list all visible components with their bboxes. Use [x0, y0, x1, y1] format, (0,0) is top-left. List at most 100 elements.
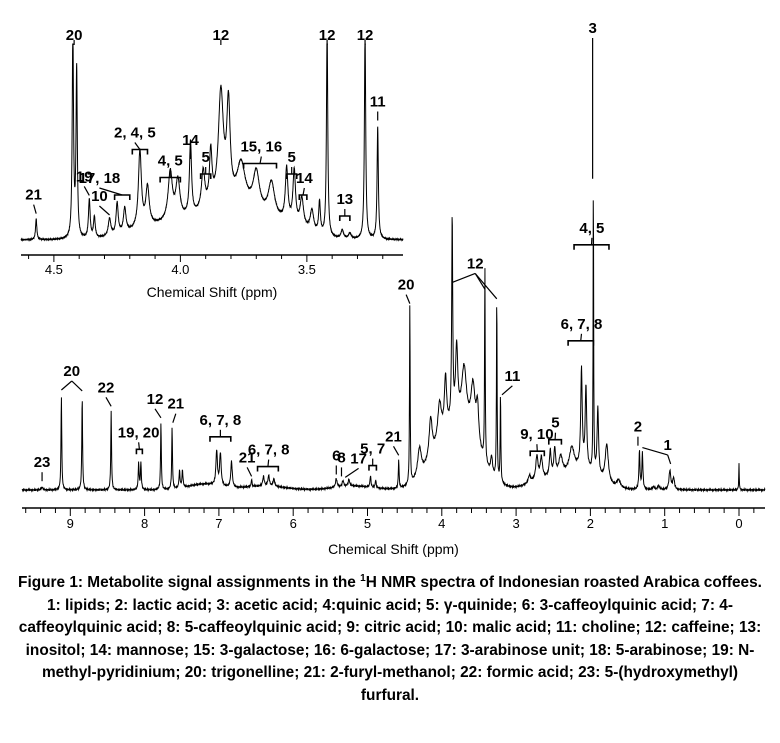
leader-line: [172, 413, 177, 423]
figure-caption: Figure 1: Metabolite signal assignments …: [14, 572, 766, 707]
peak-label: 2, 4, 5: [114, 125, 156, 142]
peak-label: 9, 10: [520, 426, 553, 443]
bracket: [256, 465, 280, 472]
peak-label: 5: [202, 149, 210, 166]
peak-label: 21: [167, 396, 184, 413]
bracket: [209, 436, 232, 442]
peak-label: 6, 7, 8: [248, 442, 290, 459]
leader-line: [99, 205, 110, 216]
peak-label: 20: [63, 363, 80, 380]
tick-label: 4.5: [45, 262, 63, 277]
leader-line: [667, 454, 672, 465]
bracket: [338, 215, 351, 221]
peak-label: 12: [467, 255, 484, 272]
peak-label: 5, 7: [360, 441, 385, 458]
bracket: [298, 194, 308, 200]
tick-label: 3.5: [298, 262, 316, 277]
peak-label: 19: [76, 168, 93, 185]
peak-label: 3: [588, 20, 596, 37]
leader-line: [474, 273, 498, 300]
leader-line: [392, 445, 400, 456]
peak-label: 22: [98, 379, 115, 396]
leader-line: [134, 142, 141, 150]
leader-line: [259, 156, 262, 164]
inset-x-axis-title: Chemical Shift (ppm): [147, 284, 278, 300]
peak-label: 5: [288, 149, 296, 166]
main-x-ticks: 9 8 7 6 5 4 3 2 1 0: [25, 508, 755, 531]
tick-label: 0: [735, 516, 742, 531]
peak-label: 10: [91, 188, 108, 205]
peak-label: 4, 5: [158, 153, 183, 170]
peak-label: 12: [319, 27, 336, 44]
peak-label: 14: [296, 170, 313, 187]
leader-line: [71, 380, 83, 392]
inset-spectrum-trace: [20, 43, 404, 243]
bracket: [113, 194, 131, 200]
peak-label: 4, 5: [579, 220, 604, 237]
leader-line: [138, 442, 140, 450]
peak-label: 20: [398, 277, 415, 294]
peak-label: 17: [350, 450, 367, 467]
peak-label: 21: [385, 428, 402, 445]
tick-label: 5: [364, 516, 371, 531]
tick-label: 1: [661, 516, 668, 531]
tick-label: 4.0: [171, 262, 189, 277]
peak-label: 21: [25, 187, 42, 204]
inset-x-ticks: 4.5 4.0 3.5: [28, 255, 384, 277]
peak-label: 14: [182, 132, 199, 149]
leader-line: [501, 385, 513, 396]
main-spectrum-trace: [21, 200, 766, 493]
caption-superscript: 1: [360, 572, 366, 584]
peak-label: 6, 7, 8: [561, 316, 603, 333]
tick-label: 6: [290, 516, 297, 531]
peak-label: 19, 20: [118, 424, 160, 441]
peak-label: 15, 16: [240, 139, 282, 156]
tick-label: 8: [141, 516, 148, 531]
caption-suffix: H NMR spectra of Indonesian roasted Arab…: [18, 574, 762, 704]
peak-label: 8: [337, 449, 345, 466]
peak-label: 12: [357, 27, 374, 44]
leader-line: [154, 408, 162, 419]
tick-label: 7: [215, 516, 222, 531]
tick-label: 9: [67, 516, 74, 531]
tick-label: 2: [587, 516, 594, 531]
peak-label: 5: [551, 415, 559, 432]
bracket: [368, 464, 378, 471]
peak-label: 2: [634, 419, 642, 436]
main-x-axis-title: Chemical Shift (ppm): [328, 541, 459, 557]
bracket: [567, 340, 595, 346]
peak-label: 1: [663, 437, 671, 454]
peak-label: 23: [34, 454, 51, 471]
leader-line: [302, 187, 305, 196]
peak-label: 11: [504, 368, 520, 385]
peak-label: 12: [147, 391, 164, 408]
peak-label: 17, 18: [79, 170, 121, 187]
leader-line: [344, 467, 359, 478]
leader-line: [105, 397, 112, 407]
leader-line: [267, 459, 270, 467]
peak-label: 11: [370, 94, 386, 111]
tick-label: 3: [512, 516, 519, 531]
bracket: [135, 448, 144, 455]
bracket: [242, 162, 278, 169]
peak-label: 12: [213, 27, 230, 44]
bracket: [573, 244, 610, 250]
peak-label: 13: [336, 191, 353, 208]
peak-label: 6, 7, 8: [200, 412, 242, 429]
leader-line: [451, 272, 476, 284]
leader-line: [83, 186, 90, 196]
leader-line: [246, 467, 253, 477]
tick-label: 4: [438, 516, 445, 531]
leader-line: [405, 294, 411, 304]
peak-label: 20: [66, 27, 83, 44]
leader-line: [642, 447, 668, 456]
peak-label: 21: [239, 449, 256, 466]
leader-line: [580, 333, 583, 341]
leader-line: [99, 187, 123, 196]
caption-prefix: Figure 1: Metabolite signal assignments …: [18, 574, 361, 591]
